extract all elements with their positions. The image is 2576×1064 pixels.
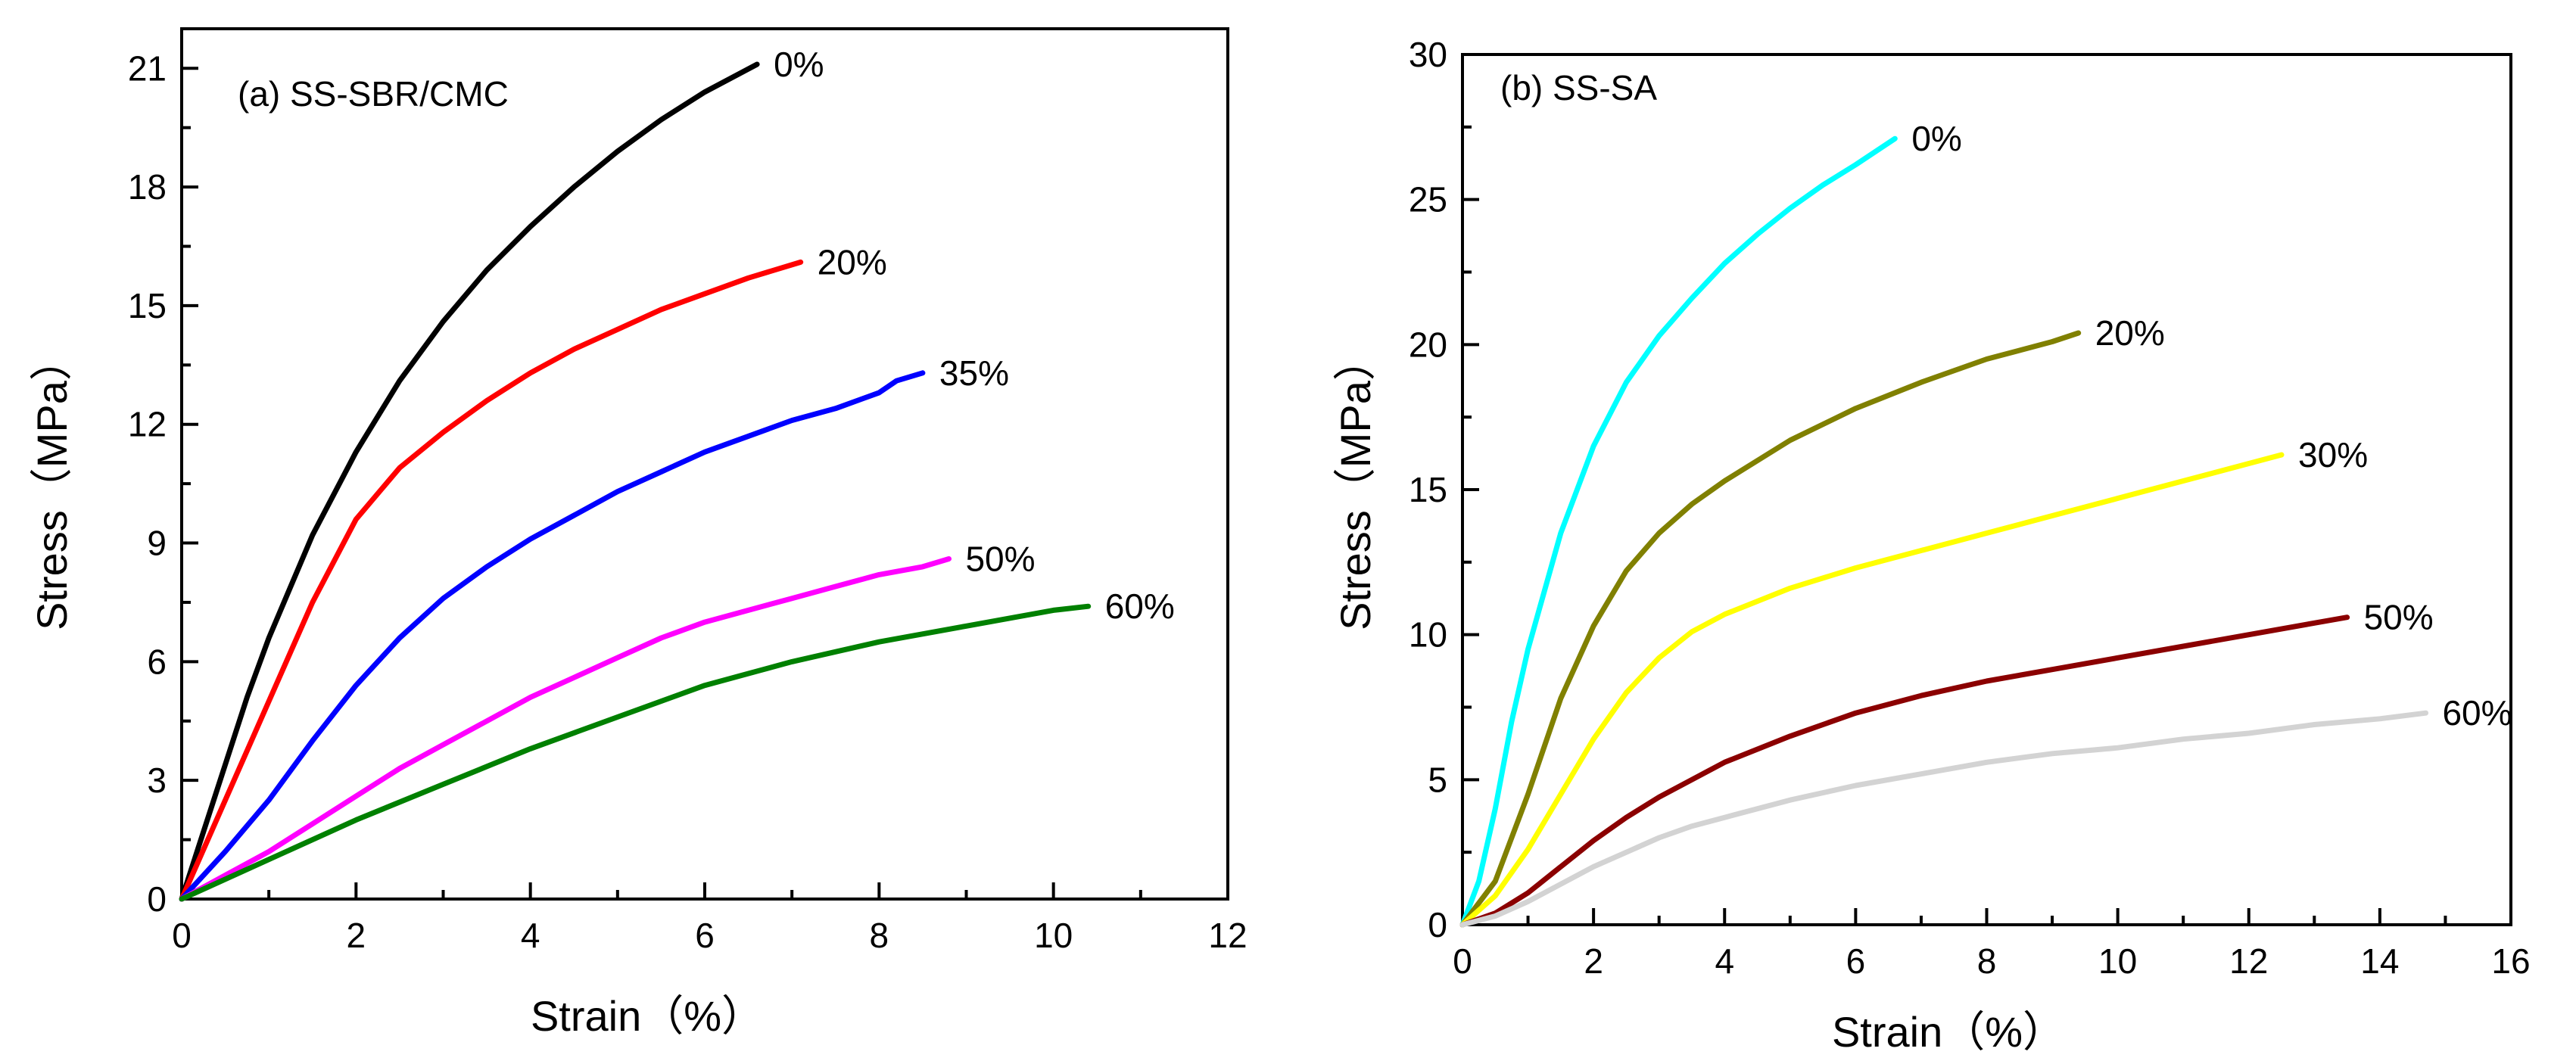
series-label-a-50pct: 50%: [965, 539, 1035, 578]
x-tick-label-a: 4: [521, 916, 540, 955]
x-tick-label-b: 16: [2491, 941, 2530, 981]
series-label-b-20pct: 20%: [2095, 313, 2165, 353]
x-tick-label-b: 10: [2098, 941, 2137, 981]
series-line-a-0pct: [179, 61, 760, 902]
x-axis-title-a: Strain（%）: [531, 992, 764, 1040]
series-label-a-20pct: 20%: [818, 242, 887, 282]
x-tick-label-a: 8: [870, 916, 889, 955]
x-tick-label-a: 12: [1208, 916, 1247, 955]
y-tick-label-b: 30: [1409, 35, 1447, 74]
series-line-a-50pct: [179, 556, 952, 902]
series-line-b-50pct: [1459, 614, 2350, 928]
y-tick-label-b: 10: [1409, 615, 1447, 655]
y-tick-label-a: 3: [147, 761, 167, 800]
series-label-b-60pct: 60%: [2442, 693, 2512, 733]
x-tick-label-a: 6: [695, 916, 715, 955]
y-tick-label-a: 6: [147, 642, 167, 681]
x-axis-title-b: Strain（%）: [1832, 1008, 2065, 1056]
x-tick-label-b: 14: [2360, 941, 2399, 981]
series-line-b-0pct: [1459, 135, 1898, 928]
x-tick-label-a: 10: [1034, 916, 1073, 955]
y-tick-label-a: 18: [128, 167, 167, 207]
x-tick-label-b: 8: [1977, 941, 1997, 981]
series-line-b-60pct: [1459, 710, 2428, 928]
x-tick-label-b: 6: [1846, 941, 1866, 981]
chart-panel-a: (a) SS-SBR/CMC Strain（%） Stress（MPa） 0 2 4…: [28, 27, 1248, 1040]
panel-title-a: (a) SS-SBR/CMC: [238, 74, 509, 114]
x-tick-label-b: 0: [1453, 941, 1472, 981]
y-axis-title-a: Stress（MPa）: [28, 338, 76, 630]
series-label-a-35pct: 35%: [939, 353, 1009, 393]
panel-title-b: (b) SS-SA: [1500, 68, 1657, 107]
x-tick-label-b: 12: [2229, 941, 2268, 981]
y-tick-label-a: 15: [128, 286, 167, 325]
x-tick-label-a: 0: [172, 916, 192, 955]
series-label-a-60pct: 60%: [1105, 586, 1175, 626]
series-label-b-0pct: 0%: [1911, 119, 1961, 158]
y-tick-label-b: 15: [1409, 470, 1447, 509]
plot-frame-b: [1461, 53, 2512, 926]
series-line-b-30pct: [1459, 452, 2285, 928]
series-label-b-50pct: 50%: [2364, 598, 2434, 637]
y-tick-label-a: 9: [147, 524, 167, 563]
series-line-a-20pct: [179, 259, 804, 902]
chart-panel-b: (b) SS-SA Strain（%） Stress（MPa） 0 2 4 6 8 10 1…: [1332, 35, 2531, 1056]
x-tick-label-b: 2: [1584, 941, 1603, 981]
y-tick-label-b: 5: [1428, 760, 1447, 799]
y-tick-label-b: 20: [1409, 325, 1447, 364]
series-label-b-30pct: 30%: [2298, 435, 2368, 474]
series-line-a-60pct: [179, 603, 1092, 902]
y-tick-label-b: 0: [1428, 905, 1447, 944]
series-line-b-20pct: [1459, 330, 2082, 928]
y-tick-label-a: 0: [147, 879, 167, 919]
plot-frame-a: [180, 27, 1229, 901]
x-tick-label-b: 4: [1715, 941, 1734, 981]
y-tick-label-a: 21: [128, 48, 167, 88]
y-tick-label-b: 25: [1409, 180, 1447, 219]
y-tick-label-a: 12: [128, 405, 167, 444]
x-tick-label-a: 2: [347, 916, 366, 955]
series-line-a-35pct: [179, 370, 926, 902]
series-label-a-0pct: 0%: [774, 45, 824, 84]
y-axis-title-b: Stress（MPa）: [1332, 338, 1379, 630]
